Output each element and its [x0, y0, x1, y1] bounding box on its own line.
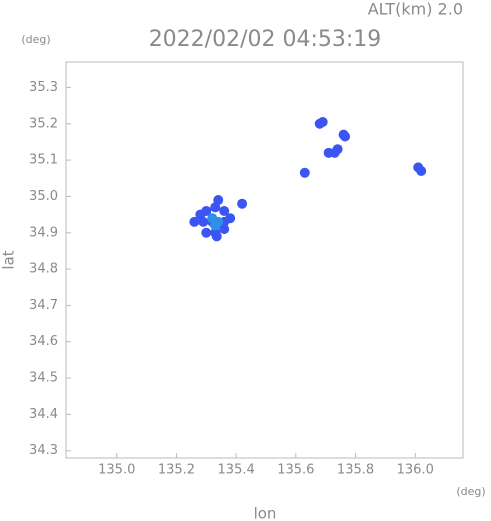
y-tick-label: 35.1 [29, 153, 58, 168]
y-axis-label: lat [0, 250, 18, 269]
altitude-label: ALT(km) 2.0 [368, 0, 463, 19]
echo-point [299, 167, 310, 178]
y-unit: (deg) [21, 33, 50, 46]
echo-point [219, 224, 230, 235]
chart-title: 2022/02/02 04:53:19 [149, 27, 382, 52]
echo-point [317, 116, 328, 127]
x-tick-label: 135.8 [337, 463, 374, 478]
y-tick-label: 34.4 [29, 407, 58, 422]
x-tick-label: 135.0 [98, 463, 135, 478]
echo-point [413, 162, 424, 173]
x-tick-label: 135.4 [218, 463, 255, 478]
x-axis-label: lon [254, 505, 277, 521]
y-tick-label: 35.3 [29, 80, 58, 95]
plot-frame [65, 61, 464, 459]
echo-point [237, 198, 248, 209]
echo-point [332, 144, 343, 155]
y-tick-label: 34.5 [29, 371, 58, 386]
x-tick-label: 136.0 [397, 463, 434, 478]
y-tick-label: 34.7 [29, 298, 58, 313]
x-tick-label: 135.6 [277, 463, 314, 478]
echo-point [219, 205, 230, 216]
y-tick-label: 34.9 [29, 225, 58, 240]
y-tick-label: 34.8 [29, 262, 58, 277]
echo-point [340, 131, 351, 142]
y-tick-label: 34.3 [29, 443, 58, 458]
echo-point [225, 213, 236, 224]
echo-point [211, 231, 222, 242]
echo-point [210, 220, 221, 231]
x-unit: (deg) [456, 485, 485, 498]
echo-point [213, 195, 224, 206]
echo-point [189, 216, 200, 227]
y-tick-label: 34.6 [29, 334, 58, 349]
echo-point [201, 227, 212, 238]
y-tick-label: 35.0 [29, 189, 58, 204]
echo-point [195, 209, 206, 220]
x-tick-label: 135.2 [158, 463, 195, 478]
y-tick-label: 35.2 [29, 116, 58, 131]
